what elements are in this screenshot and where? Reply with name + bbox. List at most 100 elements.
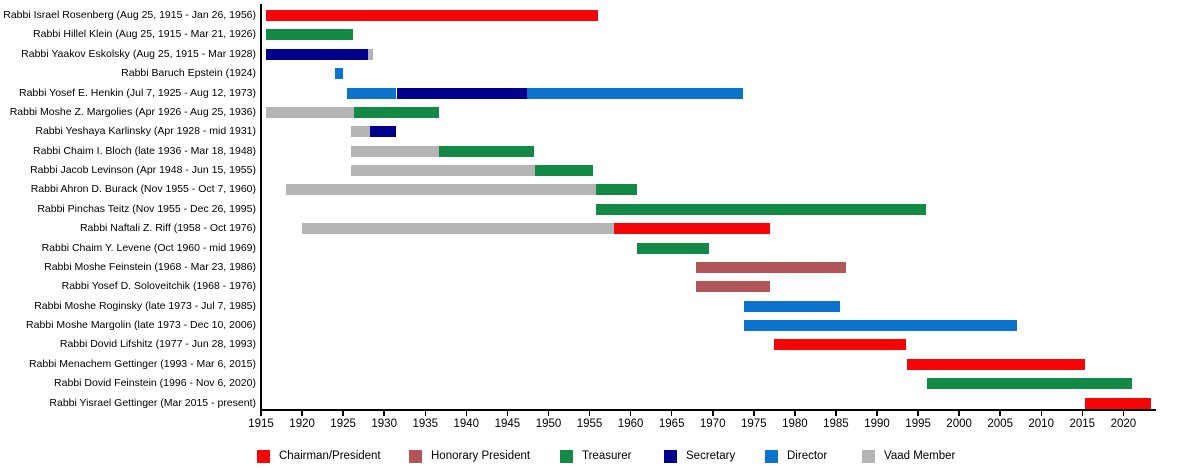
legend-swatch-treasurer xyxy=(560,450,573,463)
bar-segment-treasurer xyxy=(353,106,439,118)
bar-segment-director xyxy=(743,300,840,312)
axis-tick xyxy=(1081,411,1084,416)
axis-tick xyxy=(835,411,837,416)
bar-segment-treasurer xyxy=(265,29,353,41)
bar-segment-treasurer xyxy=(927,378,1133,390)
bar-segment-vaad xyxy=(265,106,354,118)
row-label: Rabbi Dovid Feinstein (1996 - Nov 6, 202… xyxy=(54,377,256,390)
bar-segment-director xyxy=(347,87,397,99)
axis-tick-label: 1975 xyxy=(741,418,767,430)
bar-segment-secretary xyxy=(396,87,528,99)
row-label: Rabbi Ahron D. Burack (Nov 1955 - Oct 7,… xyxy=(30,183,256,196)
legend-label: Honorary President xyxy=(431,450,531,462)
bar-segment-chairman xyxy=(906,358,1085,370)
axis-tick-label: 1935 xyxy=(412,418,439,430)
bar-segment-treasurer xyxy=(596,184,638,196)
axis-tick-label: 1955 xyxy=(576,418,603,430)
row-label: Rabbi Chaim I. Bloch (late 1936 - Mar 18… xyxy=(33,144,256,157)
axis-tick xyxy=(670,411,673,416)
row-label: Rabbi Hillel Klein (Aug 25, 1915 - Mar 2… xyxy=(33,28,256,41)
row-label: Rabbi Moshe Roginsky (late 1973 - Jul 7,… xyxy=(34,299,256,312)
bar-segment-treasurer xyxy=(534,165,594,177)
bar-segment-honorary xyxy=(696,261,847,273)
bar-segment-secretary xyxy=(370,126,397,138)
axis-tick-label: 2020 xyxy=(1110,418,1137,430)
legend-label: Vaad Member xyxy=(884,450,956,462)
row-label: Rabbi Menachem Gettinger (1993 - Mar 6, … xyxy=(28,357,256,370)
bar-segment-chairman xyxy=(1084,397,1152,409)
axis-tick-label: 1965 xyxy=(658,418,685,430)
axis-tick-label: 1960 xyxy=(617,418,644,430)
row-label: Rabbi Pinchas Teitz (Nov 1955 - Dec 26, … xyxy=(37,202,256,215)
axis-tick xyxy=(465,411,468,416)
bar-segment-chairman xyxy=(774,339,907,351)
axis-tick-label: 2010 xyxy=(1028,418,1054,430)
row-label: Rabbi Moshe Z. Margolies (Apr 1926 - Aug… xyxy=(9,105,256,118)
axis-tick xyxy=(1040,411,1042,416)
row-label: Rabbi Baruch Epstein (1924) xyxy=(121,67,256,80)
legend-swatch-vaad xyxy=(862,450,875,463)
axis-tick xyxy=(876,411,878,416)
axis-tick-label: 1940 xyxy=(453,418,480,430)
row-label: Rabbi Israel Rosenberg (Aug 25, 1915 - J… xyxy=(3,9,256,21)
axis-tick xyxy=(383,411,385,416)
bar-segment-treasurer xyxy=(439,145,534,157)
row-label: Rabbi Yisrael Gettinger (Mar 2015 - pres… xyxy=(49,396,256,409)
legend-swatch-chairman xyxy=(257,450,270,463)
axis-tick xyxy=(794,411,796,416)
axis-tick-label: 1985 xyxy=(823,418,849,430)
y-axis-line xyxy=(260,4,262,411)
axis-tick-label: 1980 xyxy=(782,418,808,430)
bar-segment-vaad xyxy=(367,48,373,60)
axis-tick-label: 1990 xyxy=(864,418,890,430)
bar-segment-vaad xyxy=(350,165,535,177)
axis-tick-label: 1970 xyxy=(699,418,726,430)
row-label: Rabbi Moshe Margolin (late 1973 - Dec 10… xyxy=(26,319,256,332)
row-label: Rabbi Naftali Z. Riff (1958 - Oct 1976) xyxy=(79,222,256,235)
row-label: Rabbi Yeshaya Karlinsky (Apr 1928 - mid … xyxy=(35,125,256,138)
axis-tick xyxy=(588,411,591,416)
bar-segment-chairman xyxy=(265,10,599,21)
axis-tick-label: 1945 xyxy=(494,418,521,430)
axis-tick-label: 2000 xyxy=(946,418,972,430)
axis-tick xyxy=(342,411,344,416)
row-label: Rabbi Yaakov Eskolsky (Aug 25, 1915 - Ma… xyxy=(21,47,256,60)
bar-segment-vaad xyxy=(350,126,371,138)
axis-tick xyxy=(917,411,919,416)
bar-segment-secretary xyxy=(265,48,368,60)
row-label: Rabbi Chaim Y. Levene (Oct 1960 - mid 19… xyxy=(41,241,256,254)
bar-segment-chairman xyxy=(614,223,771,235)
bar-segment-vaad xyxy=(302,223,615,235)
axis-tick-label: 1925 xyxy=(330,418,356,430)
axis-tick-label: 1920 xyxy=(289,418,315,430)
axis-tick-label: 2005 xyxy=(987,418,1013,430)
axis-tick xyxy=(629,411,632,416)
axis-tick-label: 1995 xyxy=(905,418,931,430)
axis-tick xyxy=(547,411,550,416)
axis-tick xyxy=(260,411,262,416)
x-axis-line xyxy=(260,409,1156,411)
axis-tick xyxy=(999,411,1001,416)
row-label: Rabbi Yosef E. Henkin (Jul 7, 1925 - Aug… xyxy=(19,86,256,99)
axis-tick-label: 1950 xyxy=(535,418,562,430)
axis-tick xyxy=(301,411,303,416)
row-label: Rabbi Moshe Feinstein (1968 - Mar 23, 19… xyxy=(44,260,256,273)
legend-swatch-director xyxy=(765,450,778,463)
axis-tick xyxy=(506,411,509,416)
axis-tick xyxy=(424,411,426,416)
bar-segment-vaad xyxy=(285,184,597,196)
row-label: Rabbi Dovid Lifshitz (1977 - Jun 28, 199… xyxy=(59,338,256,351)
bar-segment-director xyxy=(334,68,344,80)
bar-segment-honorary xyxy=(696,281,771,293)
axis-tick-label: 1915 xyxy=(248,418,274,430)
legend-swatch-secretary xyxy=(664,450,677,463)
bar-segment-director xyxy=(527,87,744,99)
bar-segment-treasurer xyxy=(637,242,709,254)
axis-tick-label: 2015 xyxy=(1069,418,1096,430)
bar-segment-vaad xyxy=(350,145,440,157)
bar-segment-director xyxy=(743,320,1017,332)
axis-tick xyxy=(958,411,960,416)
legend-label: Chairman/President xyxy=(279,450,381,462)
row-label: Rabbi Jacob Levinson (Apr 1948 - Jun 15,… xyxy=(30,164,256,177)
